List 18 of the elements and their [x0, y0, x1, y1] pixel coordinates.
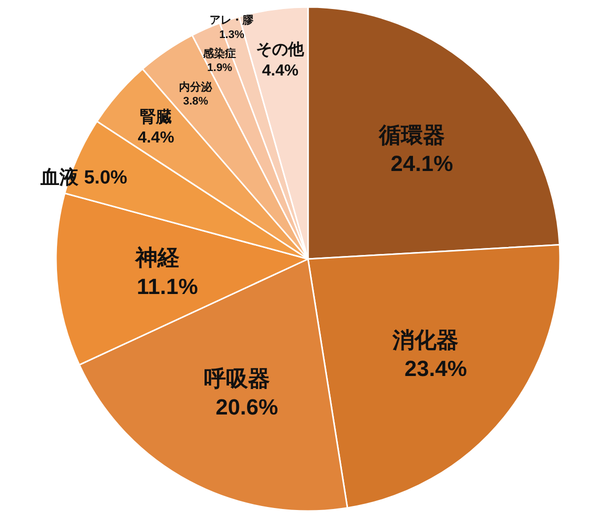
slice-label: 神経 — [134, 245, 180, 270]
data-label: 1.9% — [207, 62, 232, 74]
slice-label: 内分泌 — [179, 80, 214, 94]
slice-label: アレ・膠 — [210, 14, 255, 26]
data-label: 4.4% — [138, 130, 174, 147]
slice-label: 呼吸器 — [204, 366, 270, 391]
data-label: 1.3% — [219, 28, 244, 41]
data-label: 11.1% — [136, 274, 198, 299]
data-label: 4.4% — [262, 62, 298, 80]
slice-label: その他 — [256, 40, 306, 59]
slice-label: 消化器 — [392, 327, 459, 352]
slice-label: 感染症 — [202, 46, 236, 60]
data-label: 23.4% — [404, 356, 467, 381]
slice-label: 腎臓 — [140, 108, 172, 126]
data-label: 3.8% — [183, 96, 208, 108]
slice-label: 循環器 — [378, 122, 445, 148]
data-label: 20.6% — [216, 394, 278, 420]
data-label: 24.1% — [390, 151, 454, 176]
